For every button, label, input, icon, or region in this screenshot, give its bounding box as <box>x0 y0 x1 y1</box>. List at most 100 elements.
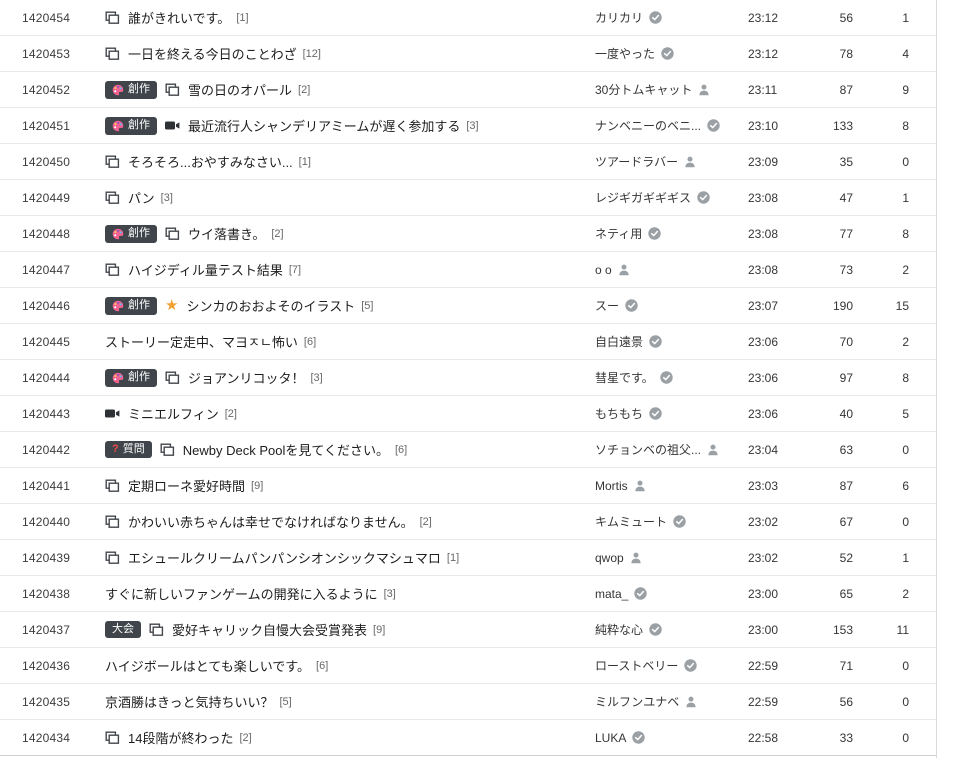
post-author-cell[interactable]: ツアードラバー <box>595 153 748 170</box>
post-title[interactable]: すぐに新しいファンゲームの開発に入るように <box>105 587 378 602</box>
post-author[interactable]: Mortis <box>595 478 628 493</box>
post-row[interactable]: 1420446 創作 ★ シンカのおおよそのイラスト [5] スー 23:07 … <box>0 288 936 324</box>
post-title[interactable]: 愛好キャリック自慢大会受賞発表 <box>172 623 368 638</box>
post-row[interactable]: 1420445 ストーリー定走中、マヨㅈㄴ怖い [6] 自白遠景 23:06 7… <box>0 324 936 360</box>
post-title-cell[interactable]: ? 質問 Newby Deck Poolを見てください。 [6] <box>105 440 595 459</box>
post-title[interactable]: エシュールクリームパンパンシオンシックマシュマロ <box>128 551 441 566</box>
post-author-cell[interactable]: ローストベリー <box>595 657 748 674</box>
post-row[interactable]: 1420453 一日を終える今日のことわざ [12] 一度やった 23:12 7… <box>0 36 936 72</box>
post-author-cell[interactable]: 30分トムキャット <box>595 81 748 98</box>
post-row[interactable]: 1420450 そろそろ...おやすみなさい... [1] ツアードラバー 23… <box>0 144 936 180</box>
post-author[interactable]: qwop <box>595 550 624 565</box>
post-author[interactable]: 純粋な心 <box>595 623 644 637</box>
post-title[interactable]: ストーリー定走中、マヨㅈㄴ怖い <box>105 335 298 350</box>
post-author[interactable]: ミルフンユナベ <box>595 695 680 709</box>
post-author-cell[interactable]: qwop <box>595 551 748 565</box>
post-author-cell[interactable]: ネティ用 <box>595 225 748 242</box>
post-title-cell[interactable]: そろそろ...おやすみなさい... [1] <box>105 152 595 171</box>
post-row[interactable]: 1420442 ? 質問 Newby Deck Poolを見てください。 [6] … <box>0 432 936 468</box>
post-title[interactable]: ミニエルフィン <box>128 407 219 422</box>
post-row[interactable]: 1420438 すぐに新しいファンゲームの開発に入るように [3] mata_ … <box>0 576 936 612</box>
post-row[interactable]: 1420452 創作 雪の日のオパール [2] 30分トムキャット 23:11 … <box>0 72 936 108</box>
post-author-cell[interactable]: 純粋な心 <box>595 621 748 638</box>
post-row[interactable]: 1420437 大会 愛好キャリック自慢大会受賞発表 [9] 純粋な心 23:0… <box>0 612 936 648</box>
post-author-cell[interactable]: もちもち <box>595 405 748 422</box>
post-title-cell[interactable]: 創作 ジョアンリコッタ！ [3] <box>105 368 595 387</box>
post-title[interactable]: シンカのおおよそのイラスト <box>186 299 356 314</box>
post-author[interactable]: o o <box>595 262 612 277</box>
post-title-cell[interactable]: パン [3] <box>105 188 595 207</box>
post-title[interactable]: 定期ローネ愛好時間 <box>128 479 246 494</box>
post-row[interactable]: 1420439 エシュールクリームパンパンシオンシックマシュマロ [1] qwo… <box>0 540 936 576</box>
post-title-cell[interactable]: ミニエルフィン [2] <box>105 404 595 423</box>
post-title-cell[interactable]: すぐに新しいファンゲームの開発に入るように [3] <box>105 584 595 603</box>
post-author[interactable]: カリカリ <box>595 11 644 25</box>
post-title[interactable]: ウイ落書き。 <box>188 227 266 242</box>
post-author-cell[interactable]: ソチョンベの祖父... <box>595 441 748 458</box>
post-title[interactable]: ジョアンリコッタ！ <box>188 371 305 386</box>
post-row[interactable]: 1420447 ハイジディル量テスト結果 [7] o o 23:08 73 2 <box>0 252 936 288</box>
post-title[interactable]: Newby Deck Poolを見てください。 <box>182 443 389 458</box>
post-title-cell[interactable]: 創作 ウイ落書き。 [2] <box>105 224 595 243</box>
post-author-cell[interactable]: ナンベニーのベニ... <box>595 117 748 134</box>
post-row[interactable]: 1420443 ミニエルフィン [2] もちもち 23:06 40 5 <box>0 396 936 432</box>
post-author-cell[interactable]: Mortis <box>595 479 748 493</box>
post-row[interactable]: 1420444 創作 ジョアンリコッタ！ [3] 彗星です。 23:06 97 … <box>0 360 936 396</box>
post-row[interactable]: 1420448 創作 ウイ落書き。 [2] ネティ用 23:08 77 8 <box>0 216 936 252</box>
post-title-cell[interactable]: エシュールクリームパンパンシオンシックマシュマロ [1] <box>105 548 595 567</box>
post-title[interactable]: 14段階が終わった <box>128 731 234 746</box>
post-title-cell[interactable]: 創作 最近流行人シャンデリアミームが遅く参加する [3] <box>105 116 595 135</box>
post-title-cell[interactable]: ハイジボールはとても楽しいです。 [6] <box>105 656 595 675</box>
post-author-cell[interactable]: キムミュート <box>595 513 748 530</box>
post-author-cell[interactable]: LUKA <box>595 731 748 745</box>
post-author[interactable]: 彗星です。 <box>595 371 654 385</box>
post-author[interactable]: ローストベリー <box>595 659 679 673</box>
post-title-cell[interactable]: かわいい赤ちゃんは幸せでなければなりません。 [2] <box>105 512 595 531</box>
post-author[interactable]: 一度やった <box>595 47 656 61</box>
post-author[interactable]: LUKA <box>595 730 627 745</box>
post-row[interactable]: 1420454 誰がきれいです。 [1] カリカリ 23:12 56 1 <box>0 0 936 36</box>
post-author[interactable]: ソチョンベの祖父... <box>595 443 702 457</box>
post-row[interactable]: 1420435 京酒勝はきっと気持ちいい？ [5] ミルフンユナベ 22:59 … <box>0 684 936 720</box>
post-row[interactable]: 1420436 ハイジボールはとても楽しいです。 [6] ローストベリー 22:… <box>0 648 936 684</box>
post-title-cell[interactable]: ハイジディル量テスト結果 [7] <box>105 260 595 279</box>
post-author[interactable]: ネティ用 <box>595 227 643 241</box>
post-title-cell[interactable]: 京酒勝はきっと気持ちいい？ [5] <box>105 692 595 711</box>
post-row[interactable]: 1420449 パン [3] レジギガギギギス 23:08 47 1 <box>0 180 936 216</box>
post-author-cell[interactable]: 彗星です。 <box>595 369 748 386</box>
post-title-cell[interactable]: 定期ローネ愛好時間 [9] <box>105 476 595 495</box>
post-row[interactable]: 1420440 かわいい赤ちゃんは幸せでなければなりません。 [2] キムミュー… <box>0 504 936 540</box>
post-title-cell[interactable]: ストーリー定走中、マヨㅈㄴ怖い [6] <box>105 332 595 351</box>
post-author[interactable]: レジギガギギギス <box>595 191 692 205</box>
post-title-cell[interactable]: 誰がきれいです。 [1] <box>105 8 595 27</box>
post-title[interactable]: 一日を終える今日のことわざ <box>128 47 297 62</box>
post-title-cell[interactable]: 14段階が終わった [2] <box>105 728 595 747</box>
post-author[interactable]: 30分トムキャット <box>595 83 693 97</box>
post-title[interactable]: 京酒勝はきっと気持ちいい？ <box>105 695 274 710</box>
post-row[interactable]: 1420441 定期ローネ愛好時間 [9] Mortis 23:03 87 6 <box>0 468 936 504</box>
post-author-cell[interactable]: カリカリ <box>595 9 748 26</box>
post-author-cell[interactable]: レジギガギギギス <box>595 189 748 206</box>
post-author-cell[interactable]: mata_ <box>595 587 748 601</box>
post-author[interactable]: もちもち <box>595 407 644 421</box>
post-title-cell[interactable]: 創作 ★ シンカのおおよそのイラスト [5] <box>105 296 595 315</box>
post-title-cell[interactable]: 大会 愛好キャリック自慢大会受賞発表 [9] <box>105 620 595 639</box>
post-title[interactable]: パン <box>128 191 155 206</box>
post-title-cell[interactable]: 創作 雪の日のオパール [2] <box>105 80 595 99</box>
post-title[interactable]: ハイジボールはとても楽しいです。 <box>105 659 311 674</box>
post-row[interactable]: 1420434 14段階が終わった [2] LUKA 22:58 33 0 <box>0 720 936 756</box>
post-title[interactable]: かわいい赤ちゃんは幸せでなければなりません。 <box>128 515 414 530</box>
post-author[interactable]: ナンベニーのベニ... <box>595 119 702 133</box>
post-author-cell[interactable]: o o <box>595 263 748 277</box>
post-title-cell[interactable]: 一日を終える今日のことわざ [12] <box>105 44 595 63</box>
post-author-cell[interactable]: 一度やった <box>595 45 748 62</box>
post-author-cell[interactable]: スー <box>595 297 748 314</box>
post-author-cell[interactable]: 自白遠景 <box>595 333 748 350</box>
post-title[interactable]: 雪の日のオパール <box>188 83 293 98</box>
post-title[interactable]: そろそろ...おやすみなさい... <box>128 155 293 170</box>
post-title[interactable]: 最近流行人シャンデリアミームが遅く参加する <box>188 119 461 134</box>
post-author[interactable]: mata_ <box>595 586 629 601</box>
post-author[interactable]: 自白遠景 <box>595 335 644 349</box>
post-author[interactable]: ツアードラバー <box>595 155 679 169</box>
post-row[interactable]: 1420451 創作 最近流行人シャンデリアミームが遅く参加する [3] ナンベ… <box>0 108 936 144</box>
